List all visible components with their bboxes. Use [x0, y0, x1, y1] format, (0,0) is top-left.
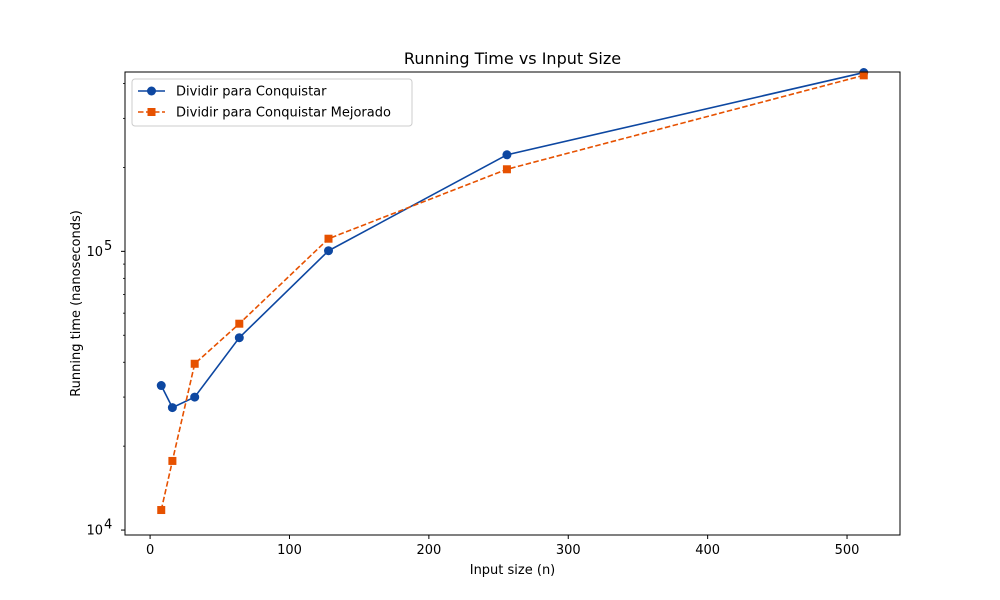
- y-axis-label: Running time (nanoseconds): [69, 210, 84, 397]
- y-tick-label: 10: [86, 245, 103, 260]
- data-point: [168, 456, 177, 465]
- data-point: [190, 359, 199, 368]
- x-tick-label: 400: [695, 543, 720, 558]
- series-2: [157, 71, 868, 515]
- data-point: [235, 319, 244, 328]
- y-tick-exponent: 5: [104, 239, 112, 254]
- plot-frame: [124, 71, 901, 536]
- data-point: [190, 392, 200, 402]
- legend-marker-series-1: [147, 86, 156, 96]
- x-tick-label: 100: [277, 543, 302, 558]
- legend-entry-series-2: Dividir para Conquistar Mejorado: [138, 106, 391, 121]
- data-point: [157, 506, 166, 515]
- y-tick-label: 10: [86, 524, 103, 539]
- data-point: [156, 381, 166, 391]
- legend: Dividir para Conquistar Dividir para Con…: [131, 78, 413, 127]
- legend-label-series-1: Dividir para Conquistar: [176, 85, 327, 100]
- x-tick-label: 0: [146, 543, 154, 558]
- x-tick-label: 300: [556, 543, 581, 558]
- chart-title: Running Time vs Input Size: [404, 49, 621, 68]
- data-point: [859, 71, 868, 80]
- x-tick-label: 200: [416, 543, 441, 558]
- legend-marker-series-2: [147, 108, 156, 116]
- data-point: [324, 246, 334, 256]
- data-point: [167, 403, 177, 413]
- data-point: [324, 234, 333, 243]
- x-tick-label: 500: [835, 543, 860, 558]
- series-layer: [156, 68, 869, 515]
- y-tick-exponent: 4: [104, 518, 112, 533]
- data-point: [502, 150, 512, 160]
- data-point: [502, 165, 511, 174]
- legend-entry-series-1: Dividir para Conquistar: [138, 85, 327, 100]
- legend-box: [131, 78, 413, 127]
- legend-label-series-2: Dividir para Conquistar Mejorado: [176, 106, 391, 121]
- x-axis-label: Input size (n): [470, 563, 556, 578]
- data-point: [234, 333, 244, 343]
